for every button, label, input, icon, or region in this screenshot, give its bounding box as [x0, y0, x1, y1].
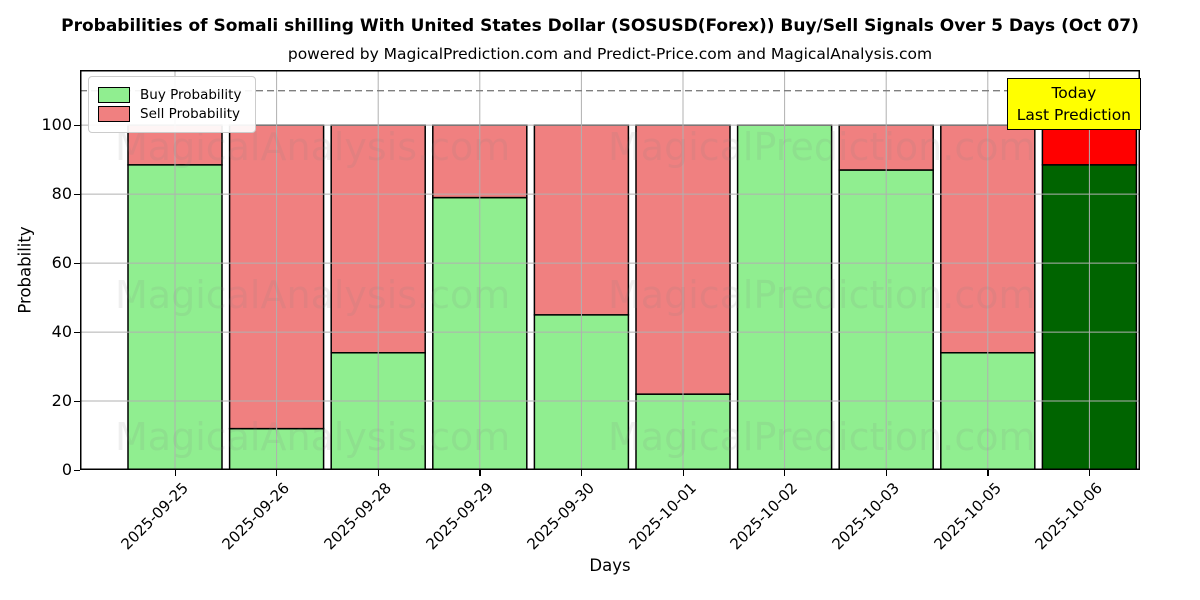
- y-tick-mark: [74, 124, 80, 126]
- x-tick-label: 2025-09-25: [117, 479, 192, 554]
- y-tick-label: 0: [61, 460, 72, 479]
- page-title: Probabilities of Somali shilling With Un…: [61, 16, 1139, 36]
- x-axis-label: Days: [589, 556, 631, 575]
- legend-label-buy: Buy Probability: [140, 87, 242, 103]
- x-tick-label: 2025-10-06: [1031, 479, 1107, 554]
- x-tick-label: 2025-10-01: [625, 479, 700, 554]
- y-tick-mark: [74, 262, 80, 264]
- today-annotation: Today Last Prediction: [1006, 78, 1141, 130]
- watermark-text: MagicalPrediction.com: [608, 415, 1036, 459]
- x-tick-mark: [987, 470, 989, 476]
- watermark-text: MagicalPrediction.com: [608, 125, 1036, 169]
- today-annotation-line2: Last Prediction: [1016, 106, 1131, 124]
- x-tick-mark: [479, 470, 481, 476]
- y-tick-mark: [74, 193, 80, 195]
- x-tick-mark: [580, 470, 583, 476]
- legend-label-sell: Sell Probability: [140, 106, 241, 123]
- x-tick-mark: [377, 470, 379, 476]
- x-tick-label: 2025-09-29: [422, 479, 497, 554]
- x-tick-mark: [682, 470, 684, 476]
- plot-area: MagicalAnalysis.com MagicalPrediction.com…: [80, 70, 1140, 470]
- x-tick-mark: [174, 470, 176, 476]
- today-annotation-line1: Today: [1051, 84, 1097, 102]
- legend: Buy Probability Sell Probability: [88, 76, 257, 134]
- watermark-text: MagicalAnalysis.com: [115, 415, 510, 459]
- watermark-text: MagicalPrediction.com: [608, 273, 1036, 317]
- y-tick-mark: [74, 331, 80, 333]
- x-tick-label: 2025-09-28: [320, 479, 395, 554]
- y-tick-mark: [74, 469, 80, 471]
- y-tick-label: 100: [41, 115, 72, 135]
- x-tick-label: 2025-09-30: [523, 479, 599, 554]
- y-tick-label: 60: [51, 253, 72, 273]
- x-tick-label: 2025-10-03: [828, 479, 903, 554]
- legend-item-sell: Sell Probability: [98, 106, 241, 123]
- x-tick-mark: [276, 470, 278, 476]
- plot-border: [80, 70, 1140, 470]
- x-tick-mark: [784, 470, 786, 476]
- x-tick-mark: [885, 470, 887, 476]
- y-tick-label: 40: [51, 322, 72, 342]
- page-subtitle: powered by MagicalPrediction.com and Pre…: [287, 45, 933, 63]
- y-tick-mark: [74, 400, 80, 402]
- sell-swatch-icon: [98, 106, 130, 123]
- watermark-text: MagicalAnalysis.com: [115, 273, 510, 317]
- y-tick-label: 20: [51, 391, 72, 411]
- x-tick-label: 2025-10-05: [930, 479, 1005, 554]
- x-tick-label: 2025-10-02: [726, 479, 802, 554]
- legend-item-buy: Buy Probability: [98, 87, 242, 104]
- x-tick-label: 2025-09-26: [218, 479, 294, 554]
- y-tick-label: 80: [51, 184, 72, 204]
- x-tick-mark: [1088, 470, 1091, 476]
- buy-swatch-icon: [98, 87, 130, 104]
